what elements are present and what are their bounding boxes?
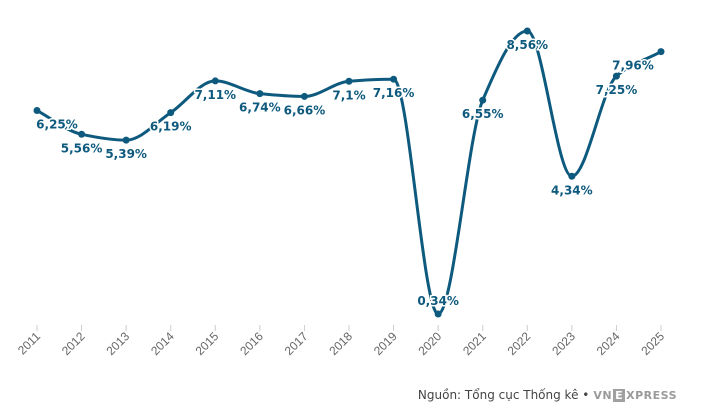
x-tick-label: 2019	[371, 329, 400, 358]
data-points	[33, 27, 665, 318]
data-label: 6,55%	[462, 107, 504, 121]
data-label: 7,11%	[194, 88, 236, 102]
x-tick-label: 2011	[15, 329, 43, 357]
data-label: 6,66%	[284, 103, 326, 117]
vnexpress-logo: VN E XPRESS	[593, 388, 677, 402]
x-tick-label: 2018	[326, 329, 355, 358]
x-tick-label: 2020	[415, 329, 444, 358]
data-label: 7,16%	[373, 86, 415, 100]
logo-text-right: XPRESS	[626, 388, 677, 402]
data-labels: 6,25% 5,56% 5,39%6,19% 7,11%6,74% 6,66% 7,1% 7…	[35, 37, 656, 310]
data-label: 7,96%	[612, 59, 654, 73]
data-label: 7,1%	[332, 88, 365, 102]
x-tick-label: 2024	[594, 329, 623, 358]
data-point	[434, 310, 442, 318]
x-tick-label: 2023	[549, 329, 578, 358]
data-point	[523, 27, 531, 35]
logo-box: E	[613, 388, 626, 402]
x-axis-ticks	[36, 325, 662, 331]
data-label: 8,56%	[506, 38, 548, 52]
x-tick-label: 2012	[59, 329, 88, 358]
data-label: 4,34%	[551, 183, 593, 197]
x-tick-label: 2015	[193, 329, 222, 358]
data-point	[122, 136, 130, 144]
data-label: 6,19%	[150, 120, 192, 134]
data-point	[78, 130, 86, 138]
x-tick-label: 2013	[103, 329, 132, 358]
x-tick-label: 2014	[148, 329, 177, 358]
data-point	[479, 96, 487, 104]
data-label: 0,34%	[417, 294, 459, 308]
series-line	[35, 29, 663, 316]
source-footer: Nguồn: Tổng cục Thống kê • VN E XPRESS	[418, 388, 677, 402]
x-tick-label: 2022	[505, 329, 534, 358]
data-point	[345, 77, 353, 85]
source-text: Nguồn: Tổng cục Thống kê •	[417, 388, 590, 402]
data-label: 5,39%	[105, 147, 147, 161]
data-point	[657, 48, 665, 56]
x-tick-label: 2025	[638, 329, 667, 358]
data-label: 5,56%	[61, 141, 103, 155]
data-point	[568, 172, 576, 180]
x-axis-labels: 2011 2012 2013 2014 2015 2016 2017 2018 2019 2020…	[15, 329, 667, 358]
data-point	[211, 77, 219, 85]
logo-text-left: VN	[593, 388, 613, 402]
data-point	[300, 92, 308, 100]
data-point	[256, 90, 264, 98]
data-point	[612, 72, 620, 80]
x-tick-label: 2017	[282, 329, 311, 358]
data-label: 6,25%	[36, 118, 78, 132]
data-label: 6,74%	[239, 101, 281, 115]
x-tick-label: 2016	[237, 329, 266, 358]
data-point	[33, 107, 41, 115]
data-point	[167, 109, 175, 117]
data-label: 7,25%	[596, 83, 638, 97]
data-point	[390, 75, 398, 83]
x-tick-label: 2021	[460, 329, 489, 358]
